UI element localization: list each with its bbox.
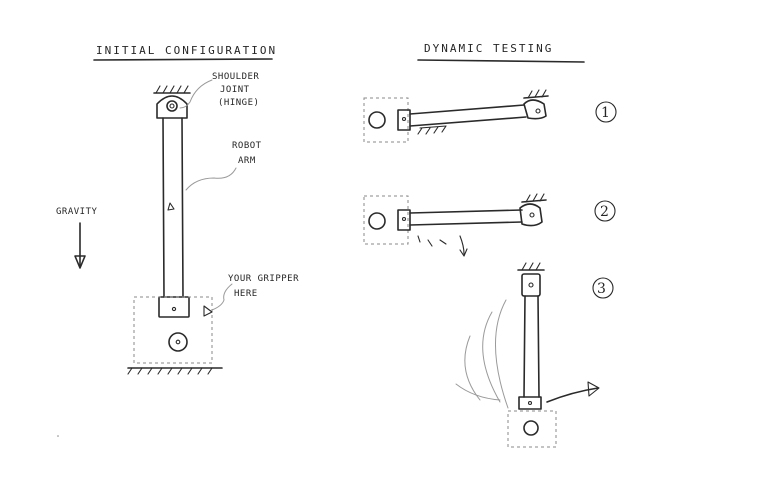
hinge-icon	[166, 100, 178, 112]
step-2-number: 2	[600, 204, 609, 220]
svg-text:(HINGE): (HINGE)	[218, 98, 259, 108]
step-1-number: 1	[601, 105, 610, 121]
initial-configuration-title: INITIAL CONFIGURATION	[96, 44, 277, 57]
robot-arm-label: ROBOT ARM	[185, 141, 262, 191]
title-underline	[417, 59, 585, 63]
step-2-circle	[594, 200, 616, 222]
dynamic-testing-panel: DYNAMIC TESTING 1	[57, 42, 617, 448]
shoulder-leader-line	[179, 79, 213, 109]
svg-text:HERE: HERE	[234, 289, 258, 299]
stray-dot	[57, 435, 59, 437]
target-object	[168, 332, 188, 352]
arm-marker-icon	[167, 202, 175, 211]
gripper-label: YOUR GRIPPER HERE	[203, 274, 299, 317]
gripper-zone-box	[133, 296, 213, 364]
shoulder-joint	[156, 95, 188, 119]
arm-leader-line	[185, 167, 237, 191]
svg-text:GRAVITY: GRAVITY	[56, 207, 98, 217]
step-1-circle	[595, 101, 617, 123]
svg-text:YOUR GRIPPER: YOUR GRIPPER	[228, 274, 299, 284]
step-3-number: 3	[597, 281, 606, 297]
step-1-sketch	[363, 89, 549, 143]
down-arrow-icon	[74, 255, 86, 269]
svg-text:ROBOT: ROBOT	[232, 141, 262, 151]
initial-configuration-panel: INITIAL CONFIGURATION	[56, 44, 299, 375]
dynamic-testing-title: DYNAMIC TESTING	[424, 42, 553, 55]
step-3-sketch	[455, 262, 600, 448]
robot-arm	[162, 117, 184, 298]
svg-text:JOINT: JOINT	[220, 85, 250, 95]
swing-arrow-icon	[587, 381, 600, 397]
svg-text:SHOULDER: SHOULDER	[212, 72, 259, 82]
gripper-block	[158, 296, 190, 318]
ceiling-hatch	[153, 85, 191, 94]
gripper-leader-line	[211, 283, 233, 311]
title-underline	[93, 58, 273, 61]
step-3-circle	[592, 277, 614, 299]
svg-text:ARM: ARM	[238, 156, 256, 166]
swing-arrow-shaft	[546, 387, 599, 403]
gripper-marker-icon	[203, 305, 213, 317]
step-2-sketch	[363, 193, 547, 257]
ground-hatch	[127, 367, 223, 375]
shoulder-joint-label: SHOULDER JOINT (HINGE)	[179, 72, 259, 109]
gravity-indicator: GRAVITY	[56, 207, 98, 269]
